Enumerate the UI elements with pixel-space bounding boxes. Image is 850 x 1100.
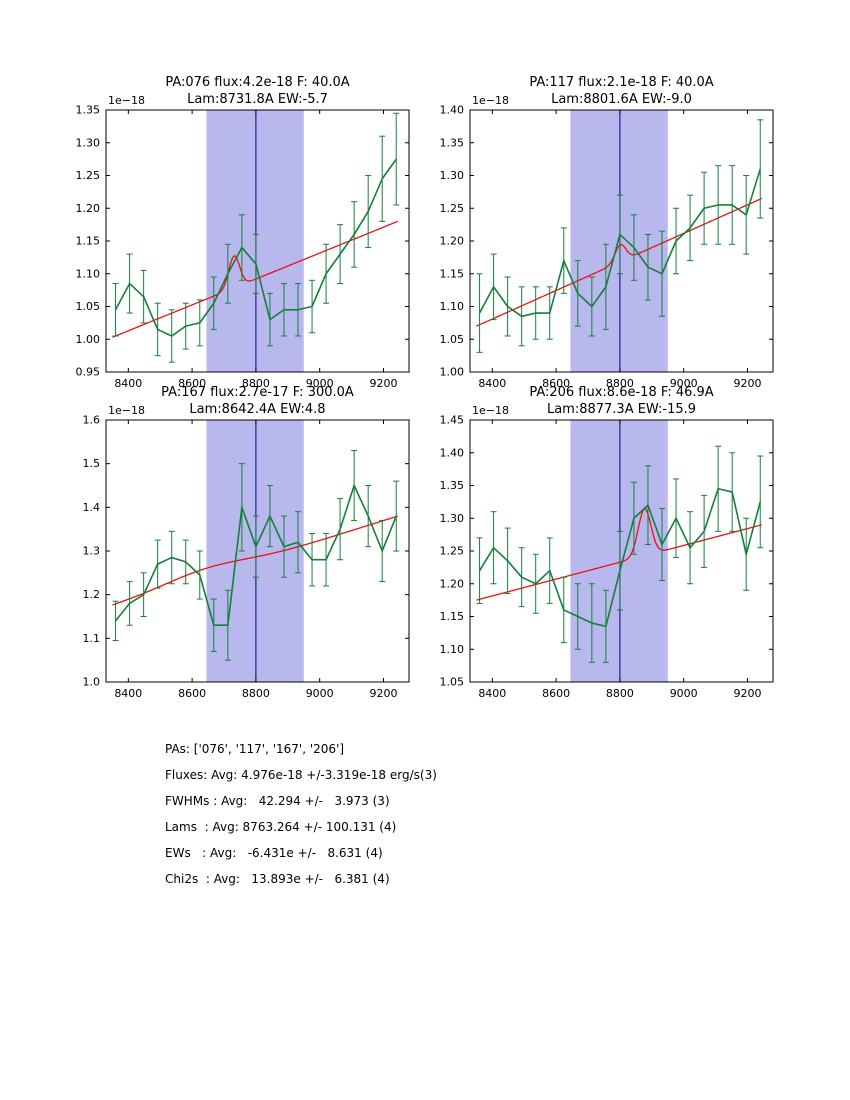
y-tick-label: 1.25 [440,545,465,558]
axis-offset-label: 1e−18 [108,404,145,417]
x-tick-label: 8800 [242,377,270,390]
y-tick-label: 1.00 [440,366,465,379]
y-tick-label: 1.6 [83,414,101,427]
subplot-title-line2: Lam:8642.4A EW:4.8 [189,402,326,417]
model-fit-line [476,508,763,601]
y-tick-label: 1.20 [76,202,101,215]
subplot-title-line1: PA:076 flux:4.2e-18 F: 40.0A [165,75,350,90]
y-tick-label: 1.25 [440,202,465,215]
y-tick-label: 1.10 [76,267,101,280]
x-tick-label: 8400 [114,687,142,700]
subplot-title: PA:167 flux:2.7e-17 F: 300.0A Lam:8642.4… [106,384,409,418]
x-tick-label: 8400 [478,687,506,700]
fit-window-band [570,420,668,682]
subplot-title-line2: Lam:8801.6A EW:-9.0 [551,92,692,107]
axis-offset-label: 1e−18 [472,94,509,107]
y-tick-label: 1.15 [440,610,465,623]
y-tick-label: 1.05 [440,676,465,689]
subplot-pa167: PA:167 flux:2.7e-17 F: 300.0A Lam:8642.4… [58,372,423,712]
y-tick-label: 1.05 [76,300,101,313]
x-tick-label: 9000 [670,377,698,390]
subplot-title-line2: Lam:8877.3A EW:-15.9 [546,402,697,417]
subplot-pa076: PA:076 flux:4.2e-18 F: 40.0A Lam:8731.8A… [58,62,423,402]
summary-line-fluxes: Fluxes: Avg: 4.976e-18 +/-3.319e-18 erg/… [165,768,437,782]
y-tick-label: 1.40 [440,104,465,117]
summary-line-chi2s: Chi2s : Avg: 13.893e +/- 6.381 (4) [165,872,390,886]
x-tick-label: 8400 [114,377,142,390]
subplot-title: PA:076 flux:4.2e-18 F: 40.0A Lam:8731.8A… [106,74,409,108]
subplot-title: PA:206 flux:8.6e-18 F: 46.9A Lam:8877.3A… [470,384,773,418]
subplot-title-line1: PA:117 flux:2.1e-18 F: 40.0A [529,75,714,90]
y-tick-label: 1.15 [440,267,465,280]
x-tick-label: 9200 [733,687,761,700]
y-tick-label: 1.10 [440,300,465,313]
x-tick-label: 8600 [542,377,570,390]
chart-canvas-pa167: 8400 8600 8800 9000 9200 1.0 1.1 1.2 1.3 1.4 1.5 1.… [83,404,410,700]
subplot-title-line1: PA:167 flux:2.7e-17 F: 300.0A [161,385,354,400]
spectrum-line [478,168,762,318]
model-fit-line [112,515,399,606]
subplot-title-line1: PA:206 flux:8.6e-18 F: 46.9A [529,385,714,400]
x-tick-label: 9000 [670,687,698,700]
fit-window-band [206,110,304,372]
y-tick-label: 1.30 [76,136,101,149]
x-tick-label: 9000 [306,687,334,700]
summary-line-lams: Lams : Avg: 8763.264 +/- 100.131 (4) [165,820,397,834]
chart-canvas-pa117: 8400 8600 8800 9000 9200 1.00 1.05 1.10 1.15 1.20… [440,94,774,390]
fit-window-band [206,420,304,682]
y-tick-label: 1.1 [83,632,101,645]
x-tick-label: 9200 [733,377,761,390]
model-fit-line [476,197,763,327]
axis-offset-label: 1e−18 [108,94,145,107]
fit-window-band [570,110,668,372]
x-tick-label: 8800 [606,687,634,700]
x-tick-label: 8600 [178,687,206,700]
subplot-pa117: PA:117 flux:2.1e-18 F: 40.0A Lam:8801.6A… [422,62,787,402]
x-tick-label: 9200 [369,687,397,700]
x-tick-label: 8800 [606,377,634,390]
y-tick-label: 1.4 [83,501,101,514]
summary-line-fwhms: FWHMs : Avg: 42.294 +/- 3.973 (3) [165,794,390,808]
y-tick-label: 1.25 [76,169,101,182]
x-tick-label: 9200 [369,377,397,390]
y-tick-label: 1.30 [440,512,465,525]
y-tick-label: 1.5 [83,457,101,470]
y-tick-label: 1.3 [83,545,101,558]
spectrum-line [478,487,762,628]
y-tick-label: 1.45 [440,414,465,427]
axis-offset-label: 1e−18 [472,404,509,417]
summary-text: PAs: ['076', '117', '167', '206'] Fluxes… [165,736,437,892]
x-tick-label: 9000 [306,377,334,390]
y-tick-label: 1.35 [440,479,465,492]
chart-canvas-pa206: 8400 8600 8800 9000 9200 1.05 1.10 1.15 1.20 1.25… [440,404,774,700]
spectrum-line [114,158,397,337]
spectrum-line [114,484,397,627]
y-tick-label: 1.05 [440,333,465,346]
x-tick-label: 8600 [178,377,206,390]
y-tick-label: 1.2 [83,588,101,601]
x-tick-label: 8400 [478,377,506,390]
subplot-pa206: PA:206 flux:8.6e-18 F: 46.9A Lam:8877.3A… [422,372,787,712]
x-tick-label: 8800 [242,687,270,700]
y-tick-label: 1.00 [76,333,101,346]
y-tick-label: 1.20 [440,577,465,590]
y-tick-label: 1.10 [440,643,465,656]
y-tick-label: 1.15 [76,235,101,248]
summary-line-ews: EWs : Avg: -6.431e +/- 8.631 (4) [165,846,383,860]
summary-line-pas: PAs: ['076', '117', '167', '206'] [165,742,345,756]
y-tick-label: 1.20 [440,235,465,248]
subplot-title-line2: Lam:8731.8A EW:-5.7 [187,92,328,107]
x-tick-label: 8600 [542,687,570,700]
y-tick-label: 1.35 [440,136,465,149]
y-tick-label: 1.40 [440,446,465,459]
subplot-title: PA:117 flux:2.1e-18 F: 40.0A Lam:8801.6A… [470,74,773,108]
y-tick-label: 1.0 [83,676,101,689]
y-tick-label: 1.30 [440,169,465,182]
y-tick-label: 1.35 [76,104,101,117]
chart-canvas-pa076: 8400 8600 8800 9000 9200 0.95 1.00 1.05 1.10 1.15… [76,94,410,390]
y-tick-label: 0.95 [76,366,101,379]
